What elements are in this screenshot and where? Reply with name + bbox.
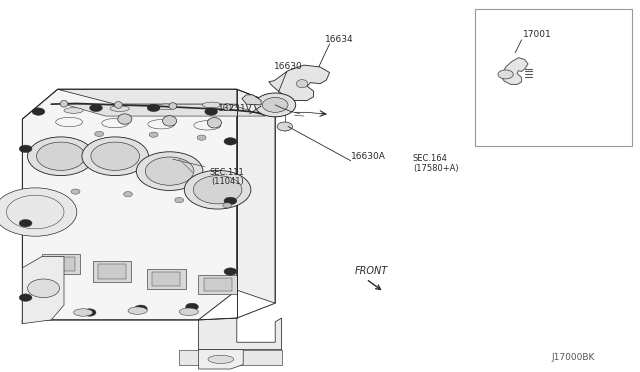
Polygon shape [179, 350, 282, 365]
Circle shape [175, 198, 184, 203]
Circle shape [32, 108, 45, 115]
Bar [475, 9, 632, 146]
Ellipse shape [60, 100, 68, 107]
Bar [152, 272, 180, 286]
Bar [47, 257, 75, 272]
Circle shape [19, 294, 32, 301]
Text: FRONT: FRONT [355, 266, 388, 276]
Circle shape [36, 142, 85, 170]
Bar [93, 261, 131, 282]
Bar [98, 264, 126, 279]
Ellipse shape [296, 80, 308, 88]
Circle shape [124, 192, 132, 197]
Circle shape [134, 305, 147, 312]
Circle shape [205, 108, 218, 115]
Text: (11041): (11041) [211, 177, 244, 186]
Bar [147, 269, 186, 289]
Circle shape [82, 137, 148, 176]
Ellipse shape [115, 102, 122, 108]
Polygon shape [198, 350, 243, 369]
Polygon shape [242, 95, 261, 105]
Circle shape [83, 309, 96, 316]
Polygon shape [237, 89, 275, 303]
Circle shape [224, 268, 237, 275]
Circle shape [186, 303, 198, 311]
Circle shape [224, 138, 237, 145]
Ellipse shape [128, 307, 147, 314]
Ellipse shape [169, 103, 177, 109]
Circle shape [28, 279, 60, 298]
Circle shape [184, 170, 251, 209]
Circle shape [223, 203, 232, 208]
Polygon shape [58, 89, 275, 104]
Circle shape [95, 131, 104, 137]
Circle shape [147, 104, 160, 112]
Text: J17000BK: J17000BK [551, 353, 595, 362]
Ellipse shape [223, 104, 231, 110]
Circle shape [262, 97, 288, 112]
Ellipse shape [64, 108, 83, 113]
Polygon shape [64, 104, 266, 116]
Circle shape [136, 152, 203, 190]
Circle shape [28, 137, 94, 176]
Ellipse shape [207, 118, 221, 128]
Text: 17001: 17001 [524, 30, 552, 39]
Circle shape [19, 145, 32, 153]
Circle shape [224, 197, 237, 205]
Circle shape [90, 104, 102, 112]
Polygon shape [269, 65, 330, 100]
Ellipse shape [74, 309, 93, 316]
Text: (17580+A): (17580+A) [413, 164, 458, 173]
Bar [198, 275, 237, 294]
Text: 16634: 16634 [325, 35, 353, 44]
Circle shape [255, 93, 296, 117]
Circle shape [197, 135, 206, 140]
Circle shape [193, 176, 242, 204]
Text: 13231V: 13231V [218, 105, 253, 113]
Ellipse shape [156, 104, 175, 110]
Bar [204, 278, 232, 291]
Ellipse shape [208, 355, 234, 363]
Text: 16630A: 16630A [351, 152, 385, 161]
Circle shape [145, 157, 194, 185]
Text: 16630: 16630 [274, 62, 302, 71]
Polygon shape [22, 89, 237, 324]
Circle shape [0, 188, 77, 236]
Polygon shape [198, 318, 282, 350]
Ellipse shape [163, 116, 177, 126]
Bar [42, 254, 80, 275]
Text: SEC.111: SEC.111 [210, 169, 244, 177]
Circle shape [91, 142, 140, 170]
Circle shape [149, 132, 158, 137]
Ellipse shape [179, 308, 198, 315]
Ellipse shape [118, 114, 132, 124]
Circle shape [71, 189, 80, 194]
Ellipse shape [110, 106, 129, 112]
Text: SEC.164: SEC.164 [413, 154, 447, 163]
Circle shape [19, 219, 32, 227]
Circle shape [277, 122, 292, 131]
Ellipse shape [202, 102, 221, 108]
Circle shape [498, 70, 513, 79]
Polygon shape [501, 58, 528, 84]
Polygon shape [22, 257, 64, 324]
